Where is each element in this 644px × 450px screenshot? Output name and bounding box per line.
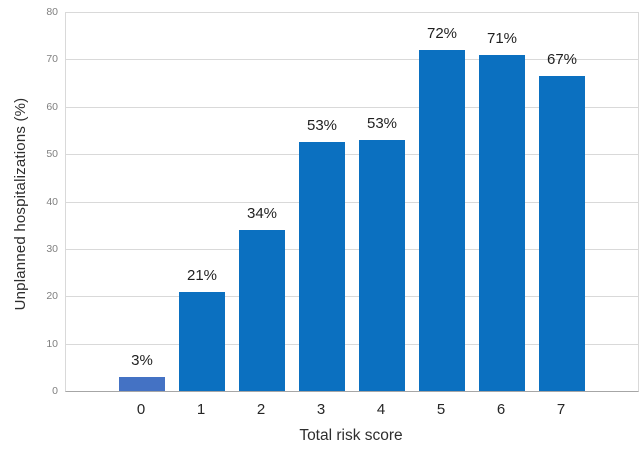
- bar-data-label: 72%: [426, 24, 458, 42]
- y-tick-label: 70: [46, 53, 58, 66]
- gridline: [66, 12, 638, 13]
- plot-area: 3% 21% 34% 53% 53% 72% 71% 67%: [65, 12, 639, 392]
- gridline: [66, 296, 638, 298]
- bar-score-5: [419, 49, 465, 391]
- x-tick-label: 2: [256, 401, 266, 418]
- gridline: [66, 154, 638, 156]
- gridline: [66, 59, 638, 61]
- y-tick-label: 10: [46, 337, 58, 350]
- gridline: [66, 248, 638, 250]
- bar-score-6: [479, 54, 525, 391]
- bar-data-label: 34%: [246, 204, 278, 222]
- x-tick-label: 6: [496, 401, 506, 418]
- y-tick-label: 20: [46, 290, 58, 303]
- bar-data-label: 21%: [186, 266, 218, 284]
- bar-score-1: [179, 291, 225, 391]
- y-tick-label: 40: [46, 195, 58, 208]
- bar-data-label: 53%: [366, 114, 398, 132]
- y-tick-label: 80: [46, 6, 58, 18]
- bar-data-label: 53%: [306, 117, 338, 135]
- bar-score-7: [539, 75, 585, 391]
- x-tick-label: 5: [436, 401, 446, 418]
- bar-data-label: 71%: [486, 29, 518, 47]
- x-tick-label: 4: [376, 401, 386, 418]
- y-tick-label: 30: [46, 242, 58, 255]
- bar-data-label: 3%: [131, 351, 153, 369]
- x-tick-label: 7: [556, 401, 566, 418]
- gridline: [66, 106, 638, 108]
- gridline: [66, 343, 638, 345]
- x-tick-label: 3: [316, 401, 326, 418]
- bar-score-4: [359, 139, 405, 391]
- x-tick-label: 1: [196, 401, 206, 418]
- x-tick-label: 0: [136, 401, 146, 418]
- y-tick-label: 0: [52, 385, 58, 397]
- bar-score-2: [239, 229, 285, 391]
- bar-data-label: 67%: [546, 50, 578, 68]
- x-axis-title: Total risk score: [299, 427, 403, 444]
- y-tick-label: 60: [46, 100, 58, 113]
- bar-score-3: [299, 142, 345, 391]
- y-tick-label: 50: [46, 148, 58, 161]
- bar-score-0: [119, 376, 165, 391]
- gridline: [66, 201, 638, 203]
